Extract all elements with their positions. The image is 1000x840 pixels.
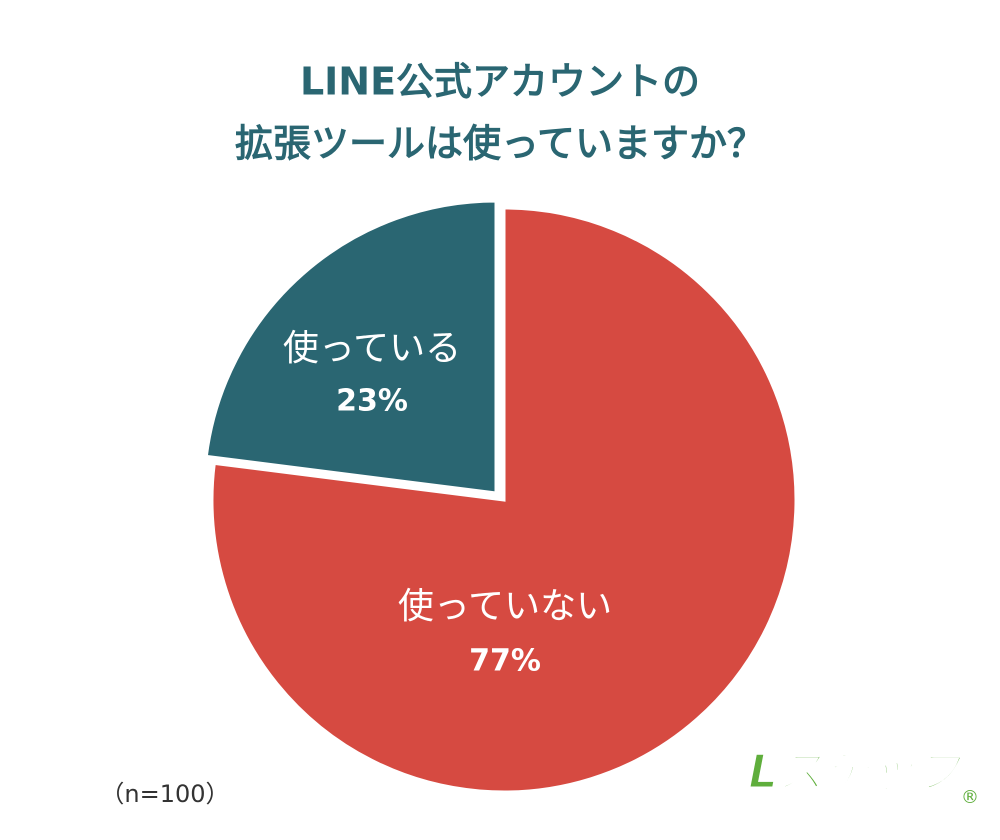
sample-note: （n=100） bbox=[100, 780, 229, 808]
slice-value-label: 77% bbox=[469, 644, 541, 679]
slice-label: 使っている bbox=[283, 328, 461, 369]
logo-mark: ® bbox=[961, 787, 979, 808]
slice-label: 使っていない bbox=[398, 586, 612, 627]
logo: Lステップ bbox=[748, 745, 970, 799]
pie-slice bbox=[204, 199, 498, 495]
pie-slice bbox=[210, 206, 798, 794]
slice-value-label: 23% bbox=[336, 384, 408, 419]
chart-title: 拡張ツールは使っていますか？ bbox=[235, 122, 765, 166]
chart-title: LINE公式アカウントの bbox=[300, 60, 700, 104]
